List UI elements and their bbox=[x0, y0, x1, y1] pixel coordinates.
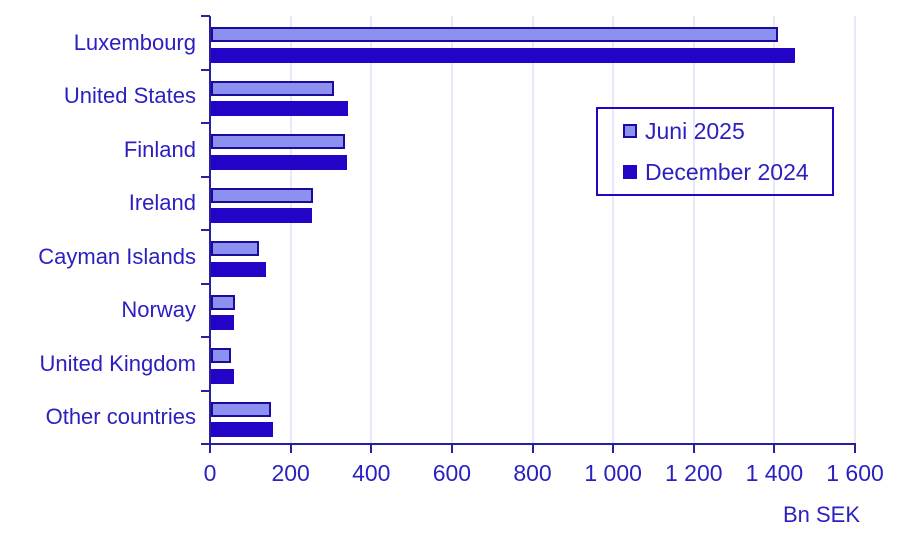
y-axis-tick bbox=[201, 229, 210, 231]
x-tick-label-200: 200 bbox=[271, 460, 310, 486]
category-label-ireland: Ireland bbox=[128, 190, 196, 216]
x-axis-tick-200 bbox=[289, 444, 292, 453]
gridline-800 bbox=[531, 16, 534, 444]
gridline-600 bbox=[450, 16, 453, 444]
x-tick-label-800: 800 bbox=[513, 460, 552, 486]
x-tick-label-600: 600 bbox=[432, 460, 472, 486]
bar-december-2024-finland[interactable] bbox=[211, 154, 348, 170]
x-tick-label-1000: 1 000 bbox=[584, 460, 642, 486]
legend-swatch-juni-2025 bbox=[623, 124, 637, 138]
bar-december-2024-cayman-islands[interactable] bbox=[211, 261, 267, 277]
x-axis-tick-0 bbox=[209, 444, 211, 453]
bar-juni-2025-united-kingdom[interactable] bbox=[211, 348, 231, 363]
x-axis-tick-1000 bbox=[612, 444, 615, 453]
x-tick-label-0: 0 bbox=[203, 460, 217, 486]
x-axis-tick-1200 bbox=[692, 444, 695, 453]
gridline-400 bbox=[370, 16, 373, 444]
gridline-1400 bbox=[773, 16, 776, 444]
gridline-1200 bbox=[692, 16, 695, 444]
bar-juni-2025-finland[interactable] bbox=[211, 134, 346, 149]
bar-december-2024-other-countries[interactable] bbox=[211, 422, 273, 437]
x-axis-tick-1400 bbox=[773, 444, 776, 453]
x-axis-tick-800 bbox=[531, 444, 534, 453]
category-label-norway: Norway bbox=[121, 297, 196, 323]
y-axis-tick bbox=[201, 336, 210, 338]
x-axis-tick-1600 bbox=[854, 444, 856, 453]
legend-label-december-2024: December 2024 bbox=[645, 159, 809, 185]
x-tick-label-1200: 1 200 bbox=[664, 460, 723, 486]
x-tick-label-1600: 1 600 bbox=[826, 460, 884, 486]
legend-label-juni-2025: Juni 2025 bbox=[645, 118, 745, 144]
y-axis-line bbox=[209, 16, 211, 453]
bar-juni-2025-luxembourg[interactable] bbox=[211, 27, 779, 42]
y-axis-tick bbox=[201, 282, 210, 285]
y-axis-tick bbox=[201, 68, 210, 71]
bar-juni-2025-norway[interactable] bbox=[211, 294, 235, 310]
legend: Juni 2025 December 2024 bbox=[596, 107, 834, 196]
category-label-other-countries: Other countries bbox=[45, 404, 196, 430]
gridline-1600 bbox=[854, 16, 856, 444]
bar-juni-2025-ireland[interactable] bbox=[211, 187, 314, 203]
bar-juni-2025-other-countries[interactable] bbox=[211, 401, 271, 417]
bar-december-2024-luxembourg[interactable] bbox=[211, 47, 795, 63]
x-tick-label-400: 400 bbox=[352, 460, 391, 486]
x-tick-label-1400: 1 400 bbox=[745, 460, 804, 486]
x-axis-tick-400 bbox=[370, 444, 373, 453]
category-label-cayman-islands: Cayman Islands bbox=[38, 243, 196, 269]
x-axis-tick-600 bbox=[450, 444, 453, 453]
x-axis-line bbox=[201, 443, 856, 445]
category-label-finland: Finland bbox=[123, 136, 196, 162]
bar-juni-2025-cayman-islands[interactable] bbox=[211, 241, 260, 256]
x-axis-unit-label: Bn SEK bbox=[782, 502, 860, 527]
bar-december-2024-ireland[interactable] bbox=[211, 208, 312, 223]
bar-juni-2025-united-states[interactable] bbox=[211, 80, 335, 96]
legend-item-december-2024[interactable]: December 2024 bbox=[623, 159, 832, 185]
gridline-1000 bbox=[612, 16, 615, 444]
y-axis-tick bbox=[201, 15, 210, 17]
bar-december-2024-united-states[interactable] bbox=[211, 101, 348, 116]
legend-swatch-december-2024 bbox=[623, 165, 637, 179]
bar-december-2024-norway[interactable] bbox=[211, 315, 235, 330]
category-label-united-states: United States bbox=[63, 83, 196, 109]
bar-december-2024-united-kingdom[interactable] bbox=[211, 368, 234, 384]
category-label-united-kingdom: United Kingdom bbox=[39, 350, 196, 376]
gridline-200 bbox=[289, 16, 292, 444]
y-axis-tick bbox=[201, 389, 210, 392]
y-axis-tick bbox=[201, 122, 210, 124]
y-axis-tick bbox=[201, 175, 210, 178]
legend-item-juni-2025[interactable]: Juni 2025 bbox=[623, 118, 832, 144]
category-label-luxembourg: Luxembourg bbox=[73, 29, 196, 55]
